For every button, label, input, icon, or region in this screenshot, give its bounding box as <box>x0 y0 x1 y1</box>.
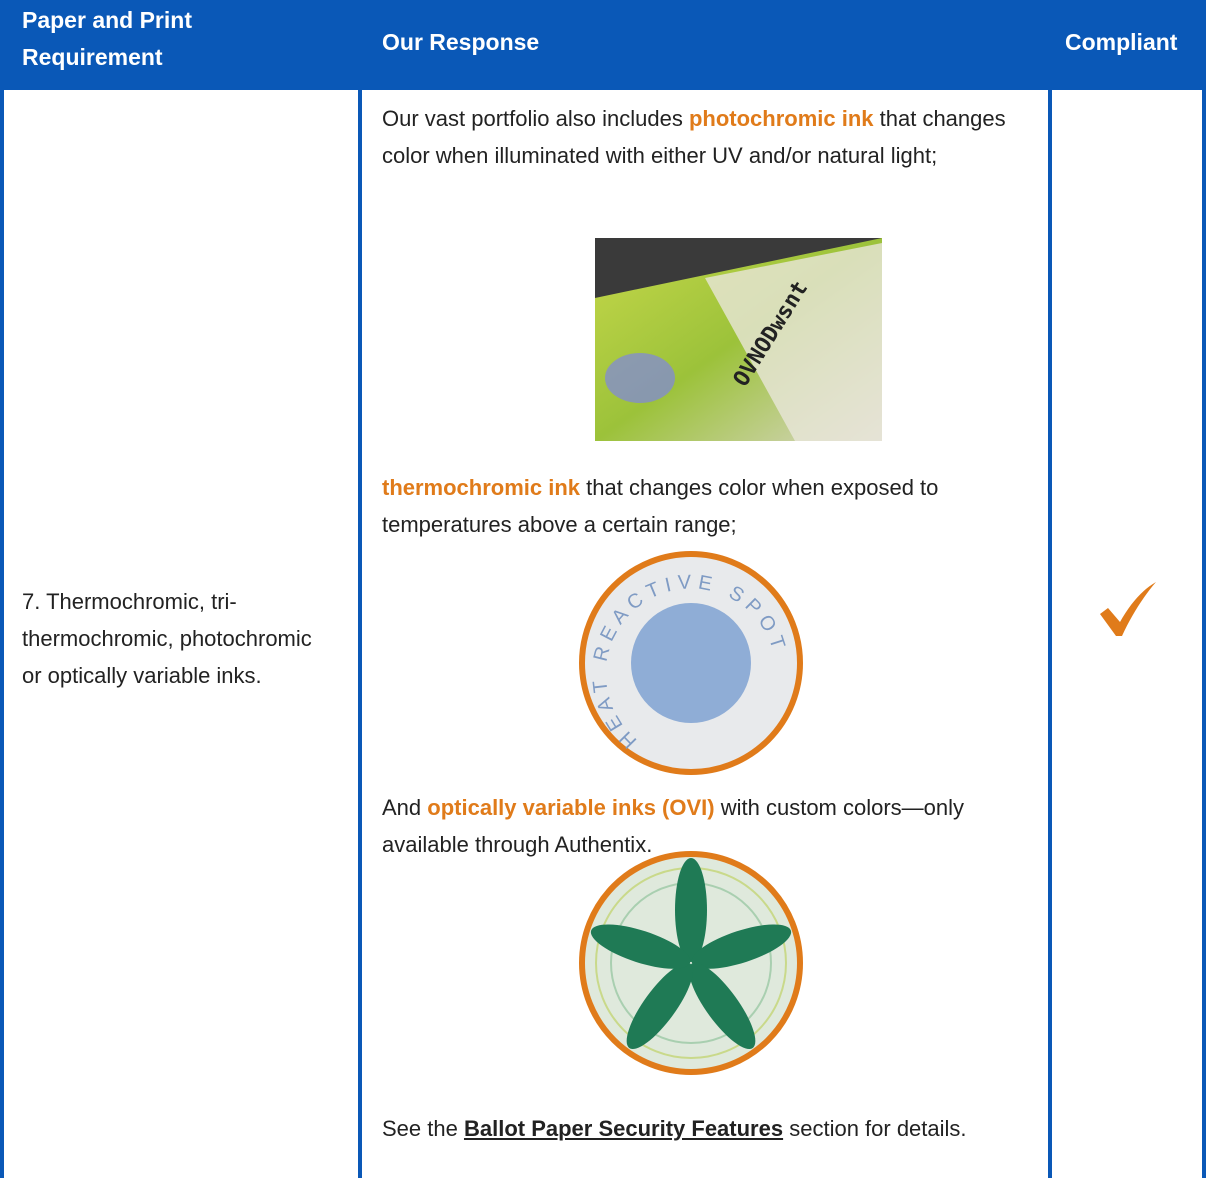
header-cell: Our Response <box>382 29 540 55</box>
text: that changes color when illuminated with… <box>382 106 1006 168</box>
photochromic-image: OVNODwsnt <box>595 238 882 441</box>
text: And <box>382 795 422 820</box>
border <box>358 90 362 1178</box>
text: Our vast portfolio also includes <box>382 106 683 131</box>
checkmark <box>1100 582 1156 636</box>
header-cell: Paper and Print Requirement <box>22 7 192 70</box>
text: that changes color when exposed to tempe… <box>382 475 939 537</box>
ovi-image <box>579 851 803 1075</box>
highlight: optically variable inks (OVI) <box>427 795 715 820</box>
border <box>1048 90 1052 1178</box>
paragraph: thermochromic ink that changes color whe… <box>382 469 1042 543</box>
text: See the <box>382 1116 458 1141</box>
paragraph: Our vast portfolio also includes photoch… <box>382 100 1042 174</box>
header-cell: Compliant <box>1065 29 1178 55</box>
text: with custom colors—only available throug… <box>382 795 965 857</box>
paragraph: See the Ballot Paper Security Features s… <box>382 1110 1042 1147</box>
border <box>0 90 4 1178</box>
highlight: thermochromic ink <box>382 475 581 500</box>
table-header <box>0 0 1206 90</box>
border <box>1202 90 1206 1178</box>
link[interactable]: Ballot Paper Security Features <box>463 1116 784 1141</box>
requirement: 7. Thermochromic, tri-thermochromic, pho… <box>22 589 312 688</box>
paragraph: And optically variable inks (OVI) with c… <box>382 789 1042 863</box>
highlight: photochromic ink <box>688 106 874 131</box>
thermochromic-image: HEAT REACTIVE SPOT <box>579 551 803 775</box>
text: section for details. <box>789 1116 967 1141</box>
